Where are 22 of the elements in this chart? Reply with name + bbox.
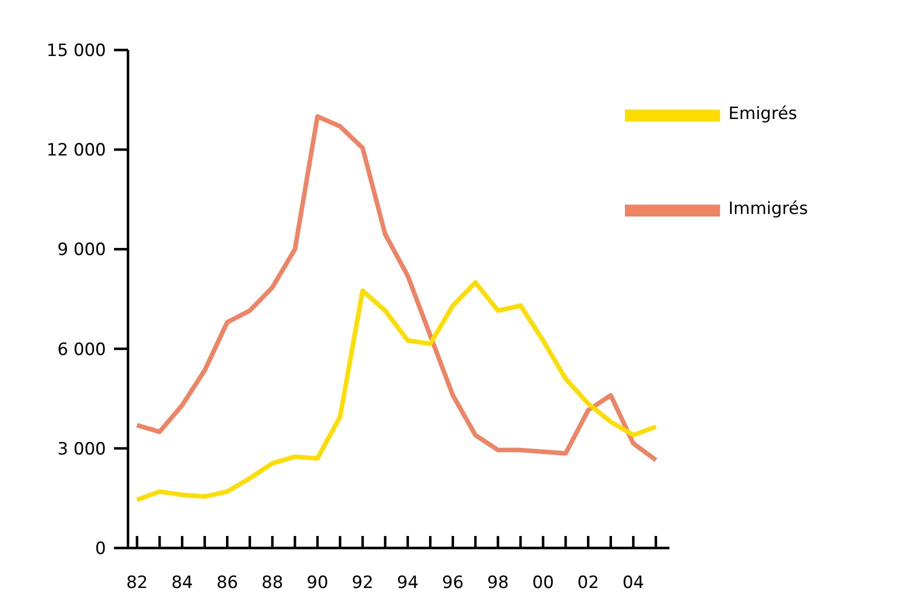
x-tick-label: 98 (487, 573, 509, 594)
x-tick-label: 94 (396, 573, 419, 594)
y-tick-label: 12 000 (46, 140, 106, 161)
text: Emigrés (728, 104, 798, 124)
y-tick-label: 15 000 (46, 41, 106, 62)
x-tick-label: 84 (171, 573, 193, 594)
y-tick-label: 3 000 (57, 439, 106, 460)
line-series (134, 280, 658, 502)
x-tick-label: 88 (262, 573, 284, 594)
y-tick-label: 6 000 (57, 340, 106, 360)
line-series (134, 114, 658, 462)
y-tick-label: 9 000 (57, 240, 106, 260)
x-tick-label: 96 (442, 573, 464, 594)
x-tick-label: 00 (532, 573, 554, 594)
x-tick-label: 82 (126, 573, 148, 594)
y-tick-label: 0 (95, 539, 106, 560)
x-tick-label: 92 (352, 573, 374, 594)
x-tick-label: 86 (216, 573, 238, 594)
x-tick-label: 90 (306, 573, 328, 594)
text: Immigrés (728, 199, 808, 220)
x-tick-label: 02 (577, 573, 600, 594)
x-tick-label: 04 (622, 573, 644, 594)
